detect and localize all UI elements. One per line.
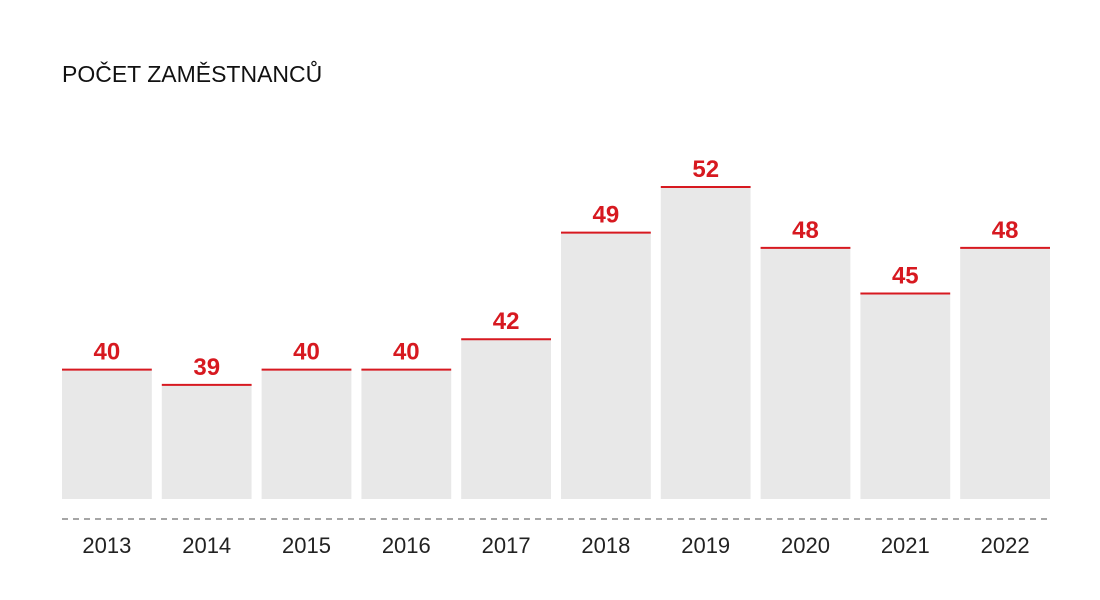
- value-label-2013: 40: [94, 339, 121, 366]
- value-label-2019: 52: [692, 156, 719, 183]
- value-label-2018: 49: [593, 202, 620, 229]
- x-tick-2019: 2019: [681, 533, 730, 558]
- bar-2018: [561, 232, 651, 499]
- bar-2013: [62, 369, 152, 499]
- x-tick-2022: 2022: [981, 533, 1030, 558]
- value-label-2016: 40: [393, 339, 420, 366]
- value-label-2015: 40: [293, 339, 320, 366]
- value-label-2017: 42: [493, 308, 520, 335]
- bar-2015: [261, 369, 352, 499]
- x-tick-2021: 2021: [881, 533, 930, 558]
- x-tick-2015: 2015: [282, 533, 331, 558]
- x-tick-2013: 2013: [82, 533, 131, 558]
- value-label-2022: 48: [992, 217, 1019, 244]
- x-tick-2020: 2020: [781, 533, 830, 558]
- x-tick-labels: 2013 2014 2015 2016 2017 2018 2019 2020 2021 2022: [82, 533, 1029, 558]
- x-tick-2017: 2017: [482, 533, 531, 558]
- value-label-2020: 48: [792, 217, 819, 244]
- x-tick-2014: 2014: [182, 533, 231, 558]
- value-label-2021: 45: [892, 263, 919, 290]
- bar-2020: [760, 247, 851, 499]
- bar-2016: [361, 369, 452, 499]
- value-label-2014: 39: [193, 354, 220, 381]
- bar-2017: [461, 339, 551, 499]
- bar-2022: [960, 247, 1050, 499]
- x-tick-2018: 2018: [581, 533, 630, 558]
- bar-2021: [860, 293, 951, 499]
- bar-2014: [161, 384, 252, 499]
- x-tick-2016: 2016: [382, 533, 431, 558]
- chart-title: POČET ZAMĚSTNANCŮ: [62, 59, 322, 87]
- bars-layer: 40 39 40 40 42 49 52 48 45 48: [62, 156, 1050, 499]
- bar-2019: [660, 187, 751, 499]
